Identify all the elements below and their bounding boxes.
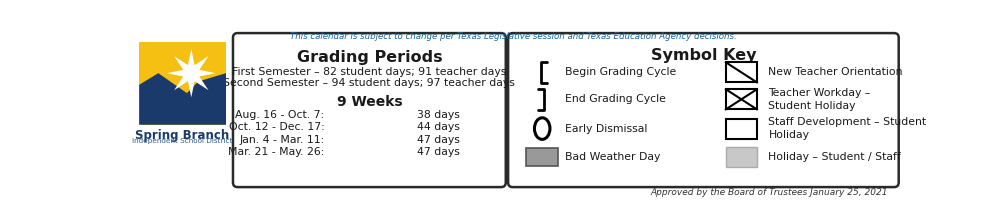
Text: Mar. 21 - May. 26:: Mar. 21 - May. 26:: [228, 147, 325, 157]
Text: 38 days: 38 days: [417, 110, 460, 120]
Text: 9 Weeks: 9 Weeks: [337, 95, 402, 109]
Text: Independent School District: Independent School District: [132, 138, 232, 144]
FancyBboxPatch shape: [233, 33, 506, 187]
Text: Bad Weather Day: Bad Weather Day: [565, 152, 661, 162]
Text: 47 days: 47 days: [417, 147, 460, 157]
Text: Teacher Workday –
Student Holiday: Teacher Workday – Student Holiday: [769, 88, 871, 111]
Text: Symbol Key: Symbol Key: [650, 48, 757, 63]
Text: Begin Grading Cycle: Begin Grading Cycle: [565, 67, 676, 77]
Text: Spring Branch: Spring Branch: [135, 129, 229, 141]
Text: Staff Development – Student
Holiday: Staff Development – Student Holiday: [769, 117, 927, 140]
Text: Approved by the Board of Trustees January 25, 2021: Approved by the Board of Trustees Januar…: [650, 188, 888, 197]
Text: 44 days: 44 days: [417, 123, 460, 132]
FancyBboxPatch shape: [508, 33, 899, 187]
Text: Oct. 12 - Dec. 17:: Oct. 12 - Dec. 17:: [228, 123, 325, 132]
Ellipse shape: [534, 118, 550, 139]
Text: This calendar is subject to change per Texas Legislative session and Texas Educa: This calendar is subject to change per T…: [291, 32, 736, 41]
Text: Holiday – Student / Staff: Holiday – Student / Staff: [769, 152, 901, 162]
Text: Grading Periods: Grading Periods: [297, 50, 442, 65]
Text: Second Semester – 94 student days; 97 teacher days: Second Semester – 94 student days; 97 te…: [223, 78, 515, 88]
Text: 47 days: 47 days: [417, 135, 460, 145]
Text: Aug. 16 - Oct. 7:: Aug. 16 - Oct. 7:: [235, 110, 325, 120]
Bar: [725, 89, 757, 109]
Text: First Semester – 82 student days; 91 teacher days: First Semester – 82 student days; 91 tea…: [232, 67, 507, 77]
Bar: [725, 119, 757, 139]
Text: New Teacher Orientation: New Teacher Orientation: [769, 67, 903, 77]
Polygon shape: [167, 49, 215, 97]
Bar: [725, 147, 757, 167]
Bar: [526, 148, 558, 166]
Polygon shape: [139, 73, 226, 125]
Bar: [725, 62, 757, 82]
Text: Early Dismissal: Early Dismissal: [565, 124, 648, 134]
Text: End Grading Cycle: End Grading Cycle: [565, 94, 666, 104]
Bar: [139, 42, 226, 125]
Text: Jan. 4 - Mar. 11:: Jan. 4 - Mar. 11:: [239, 135, 325, 145]
